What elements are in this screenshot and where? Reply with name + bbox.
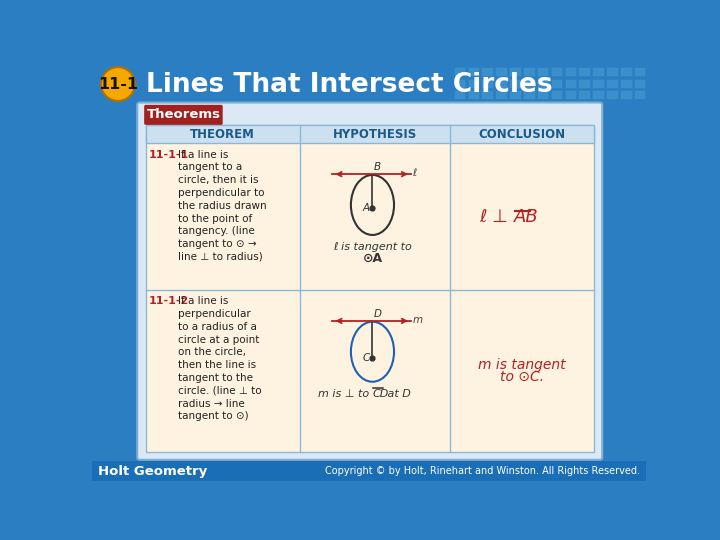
Bar [145,125,594,143]
Bar [578,67,590,76]
Bar [509,90,521,99]
Bar [564,79,576,88]
Bar [634,90,645,99]
Bar [606,67,618,76]
Text: m is ⊥ to: m is ⊥ to [318,389,372,399]
Bar [551,67,562,76]
Bar [509,67,521,76]
Bar [92,65,647,102]
Bar [551,79,562,88]
Text: Copyright © by Holt, Rinehart and Winston. All Rights Reserved.: Copyright © by Holt, Rinehart and Winsto… [325,467,640,476]
Text: B: B [374,162,381,172]
Bar [482,79,493,88]
Bar [454,90,465,99]
Text: 11-1: 11-1 [98,77,138,92]
Bar [495,67,507,76]
Bar [523,67,534,76]
Text: to ⊙C.: to ⊙C. [500,370,544,384]
Text: If a line is
perpendicular
to a radius of a
circle at a point
on the circle,
the: If a line is perpendicular to a radius o… [178,296,261,422]
Bar [593,67,604,76]
Text: Theorems: Theorems [146,109,220,122]
Bar [482,67,493,76]
Text: ℓ ⊥: ℓ ⊥ [480,208,514,226]
Bar [467,90,479,99]
Text: CONCLUSION: CONCLUSION [478,127,565,140]
Bar [606,90,618,99]
Text: THEOREM: THEOREM [190,127,255,140]
Bar [578,90,590,99]
Bar [593,90,604,99]
FancyBboxPatch shape [138,103,603,460]
Text: C: C [362,353,369,363]
Bar [537,79,549,88]
Text: 11-1-1: 11-1-1 [149,150,189,159]
Bar [620,90,631,99]
Text: ℓ: ℓ [413,168,417,178]
Bar [564,67,576,76]
Bar [509,79,521,88]
Bar [634,67,645,76]
Text: A: A [362,203,369,213]
Text: AB: AB [514,208,539,226]
Bar [145,125,594,452]
FancyBboxPatch shape [144,105,222,125]
Text: CD: CD [372,389,389,399]
Bar [482,90,493,99]
Bar [551,90,562,99]
Bar [454,79,465,88]
Bar [523,90,534,99]
Text: If a line is
tangent to a
circle, then it is
perpendicular to
the radius drawn
t: If a line is tangent to a circle, then i… [178,150,266,262]
Bar [620,79,631,88]
Bar [467,67,479,76]
Bar [537,90,549,99]
Bar [495,90,507,99]
Bar [495,79,507,88]
Bar [454,67,465,76]
Circle shape [101,67,135,101]
Text: ℓ is tangent to: ℓ is tangent to [333,242,412,252]
Text: Holt Geometry: Holt Geometry [98,465,207,478]
Text: Lines That Intersect Circles: Lines That Intersect Circles [145,72,552,98]
Bar [620,67,631,76]
Text: m: m [413,315,423,325]
Bar [564,90,576,99]
Bar [92,461,647,481]
Bar [606,79,618,88]
Bar [523,79,534,88]
Bar [578,79,590,88]
Text: HYPOTHESIS: HYPOTHESIS [333,127,417,140]
Text: 11-1-2: 11-1-2 [149,296,189,306]
Bar [593,79,604,88]
Bar [467,79,479,88]
Bar [634,79,645,88]
Bar [537,67,549,76]
Text: ⊙A: ⊙A [362,252,382,265]
Text: m is tangent: m is tangent [478,358,566,372]
Text: D: D [374,309,382,319]
Text: at D: at D [384,389,411,399]
